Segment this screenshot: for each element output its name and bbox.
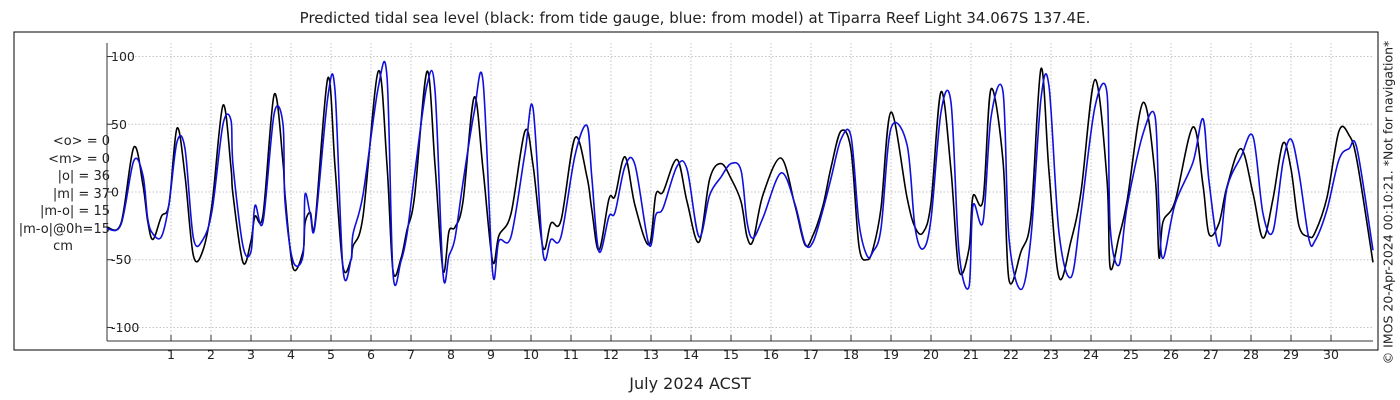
credit-text: © IMOS 20-Apr-2024 00:10:21. *Not for na…: [1380, 40, 1396, 365]
x-tick-label: 30: [1323, 347, 1339, 362]
series-line-gauge: [106, 67, 1374, 285]
outer-frame: [13, 31, 1379, 351]
x-tick-label: 5: [327, 347, 335, 362]
x-tick-label: 26: [1163, 347, 1179, 362]
x-tick-label: 4: [287, 347, 295, 362]
x-tick-label: 9: [487, 347, 495, 362]
stat-abs-diff-0h: |m-o|@0h=15: [18, 221, 110, 237]
x-tick-label: 6: [367, 347, 375, 362]
x-tick-label: 15: [723, 347, 739, 362]
x-tick-label: 2: [207, 347, 215, 362]
stat-abs-diff: |m-o| = 15: [39, 204, 110, 219]
x-tick-label: 1: [167, 347, 175, 362]
x-tick-label: 16: [763, 347, 779, 362]
y-tick-label: 100: [111, 49, 135, 64]
x-tick-label: 17: [803, 347, 819, 362]
x-tick-label: 13: [643, 347, 659, 362]
stat-mean-model: <m> = 0: [48, 151, 110, 167]
x-tick-label: 24: [1083, 347, 1099, 362]
x-tick-label: 23: [1043, 347, 1059, 362]
x-tick-label: 7: [407, 347, 415, 362]
stat-unit: cm: [53, 239, 73, 254]
x-axis-label: July 2024 ACST: [629, 374, 751, 393]
y-tick-label: -100: [111, 320, 139, 335]
x-tick-label: 25: [1123, 347, 1139, 362]
x-tick-label: 21: [963, 347, 979, 362]
stat-abs-obs: |o| = 36: [57, 169, 110, 184]
x-tick-label: 18: [843, 347, 859, 362]
series-line-model: [106, 60, 1374, 291]
x-tick-label: 10: [523, 347, 539, 362]
y-tick-label: 50: [111, 117, 127, 132]
x-tick-label: 22: [1003, 347, 1019, 362]
y-tick-label: -50: [111, 252, 131, 267]
chart-title: Predicted tidal sea level (black: from t…: [299, 9, 1091, 27]
x-tick-label: 28: [1243, 347, 1259, 362]
x-tick-label: 27: [1203, 347, 1219, 362]
grid: [107, 43, 1373, 341]
x-tick-label: 12: [603, 347, 619, 362]
series-lines: [106, 60, 1374, 291]
y-tick-label: 0: [111, 185, 119, 200]
x-tick-label: 20: [923, 347, 939, 362]
x-tick-label: 14: [683, 347, 699, 362]
x-tick-label: 19: [883, 347, 899, 362]
stat-abs-model: |m| = 37: [52, 186, 110, 202]
x-tick-label: 3: [247, 347, 255, 362]
x-tick-label: 11: [563, 347, 579, 362]
statistics-panel: <o> = 0 <m> = 0 |o| = 36 |m| = 37 |m-o| …: [2, 133, 110, 256]
stat-mean-obs: <o> = 0: [52, 134, 110, 149]
x-tick-label: 29: [1283, 347, 1299, 362]
x-tick-label: 8: [447, 347, 455, 362]
credit-watermark: © IMOS 20-Apr-2024 00:10:21. *Not for na…: [1379, 15, 1397, 393]
